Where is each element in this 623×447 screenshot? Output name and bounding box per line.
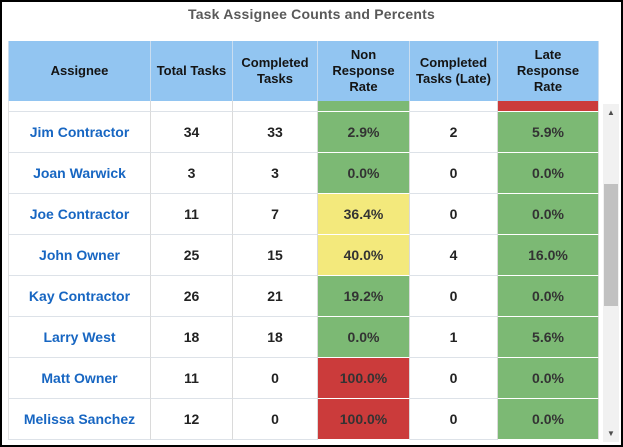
late-response-rate-cell: 16.0% xyxy=(498,235,599,276)
non-response-rate-cell: 36.4% xyxy=(318,194,410,235)
late-response-rate-cell: 5.9% xyxy=(498,112,599,153)
completed-tasks-late-cell: 0 xyxy=(410,194,498,235)
late-response-rate-cell: 0.0% xyxy=(498,153,599,194)
scrollbar-thumb[interactable] xyxy=(604,184,618,306)
total-tasks-cell: 26 xyxy=(151,276,233,317)
total-tasks-cell: 25 xyxy=(151,235,233,276)
completed-tasks-cell: 3 xyxy=(233,153,318,194)
report-title: Task Assignee Counts and Percents xyxy=(187,6,435,22)
table-row: Larry West 18 18 0.0% 1 5.6% xyxy=(8,317,599,358)
scroll-down-arrow-icon: ▼ xyxy=(607,429,615,438)
completed-tasks-late-cell: 0 xyxy=(410,358,498,399)
table-row-partial xyxy=(8,101,599,112)
table-row: Joe Contractor 11 7 36.4% 0 0.0% xyxy=(8,194,599,235)
total-tasks-cell: 34 xyxy=(151,112,233,153)
non-response-rate-cell: 0.0% xyxy=(318,153,410,194)
completed-tasks-cell: 21 xyxy=(233,276,318,317)
assignee-link[interactable]: Matt Owner xyxy=(8,358,151,399)
assignee-link[interactable]: Jim Contractor xyxy=(8,112,151,153)
total-tasks-cell xyxy=(151,101,233,112)
assignee-link[interactable]: Kay Contractor xyxy=(8,276,151,317)
total-tasks-cell: 3 xyxy=(151,153,233,194)
late-response-rate-cell: 0.0% xyxy=(498,194,599,235)
scroll-up-arrow-icon: ▲ xyxy=(607,108,615,117)
column-header-completed-tasks: Completed Tasks xyxy=(233,41,318,101)
table-body: Jim Contractor 34 33 2.9% 2 5.9% Joan Warwick 3… xyxy=(8,101,599,440)
assignee-link[interactable]: Joe Contractor xyxy=(8,194,151,235)
non-response-rate-cell: 2.9% xyxy=(318,112,410,153)
table-row: Melissa Sanchez 12 0 100.0% 0 0.0% xyxy=(8,399,599,440)
column-header-late-response-rate: Late Response Rate xyxy=(498,41,599,101)
table-row: Matt Owner 11 0 100.0% 0 0.0% xyxy=(8,358,599,399)
completed-tasks-late-cell xyxy=(410,101,498,112)
total-tasks-cell: 11 xyxy=(151,358,233,399)
table-row: Jim Contractor 34 33 2.9% 2 5.9% xyxy=(8,112,599,153)
late-response-rate-cell xyxy=(498,101,599,112)
column-header-assignee: Assignee xyxy=(8,41,151,101)
assignee-link[interactable]: Larry West xyxy=(8,317,151,358)
assignee-link[interactable]: Joan Warwick xyxy=(8,153,151,194)
scroll-down-button[interactable]: ▼ xyxy=(603,425,619,442)
completed-tasks-cell: 7 xyxy=(233,194,318,235)
non-response-rate-cell: 19.2% xyxy=(318,276,410,317)
assignee-link[interactable]: Melissa Sanchez xyxy=(8,399,151,440)
completed-tasks-cell: 33 xyxy=(233,112,318,153)
table-header-row: Assignee Total Tasks Completed Tasks Non… xyxy=(8,41,599,101)
completed-tasks-late-cell: 4 xyxy=(410,235,498,276)
non-response-rate-cell: 100.0% xyxy=(318,399,410,440)
non-response-rate-cell: 40.0% xyxy=(318,235,410,276)
total-tasks-cell: 11 xyxy=(151,194,233,235)
column-header-non-response-rate: Non Response Rate xyxy=(318,41,410,101)
non-response-rate-cell xyxy=(318,101,410,112)
non-response-rate-cell: 0.0% xyxy=(318,317,410,358)
completed-tasks-cell: 18 xyxy=(233,317,318,358)
completed-tasks-cell: 0 xyxy=(233,358,318,399)
scroll-up-button[interactable]: ▲ xyxy=(603,104,619,121)
completed-tasks-cell: 0 xyxy=(233,399,318,440)
vertical-scrollbar[interactable]: ▲ ▼ xyxy=(603,104,619,442)
completed-tasks-cell xyxy=(233,101,318,112)
late-response-rate-cell: 0.0% xyxy=(498,358,599,399)
completed-tasks-late-cell: 1 xyxy=(410,317,498,358)
assignee-link[interactable]: John Owner xyxy=(8,235,151,276)
late-response-rate-cell: 0.0% xyxy=(498,399,599,440)
completed-tasks-late-cell: 0 xyxy=(410,153,498,194)
late-response-rate-cell: 0.0% xyxy=(498,276,599,317)
table-row: Kay Contractor 26 21 19.2% 0 0.0% xyxy=(8,276,599,317)
task-assignee-table: Assignee Total Tasks Completed Tasks Non… xyxy=(8,41,599,440)
column-header-total-tasks: Total Tasks xyxy=(151,41,233,101)
table-row: Joan Warwick 3 3 0.0% 0 0.0% xyxy=(8,153,599,194)
column-header-completed-tasks-late: Completed Tasks (Late) xyxy=(410,41,498,101)
completed-tasks-cell: 15 xyxy=(233,235,318,276)
table-row: John Owner 25 15 40.0% 4 16.0% xyxy=(8,235,599,276)
non-response-rate-cell: 100.0% xyxy=(318,358,410,399)
total-tasks-cell: 12 xyxy=(151,399,233,440)
completed-tasks-late-cell: 0 xyxy=(410,276,498,317)
completed-tasks-late-cell: 0 xyxy=(410,399,498,440)
late-response-rate-cell: 5.6% xyxy=(498,317,599,358)
assignee-cell xyxy=(8,101,151,112)
completed-tasks-late-cell: 2 xyxy=(410,112,498,153)
total-tasks-cell: 18 xyxy=(151,317,233,358)
